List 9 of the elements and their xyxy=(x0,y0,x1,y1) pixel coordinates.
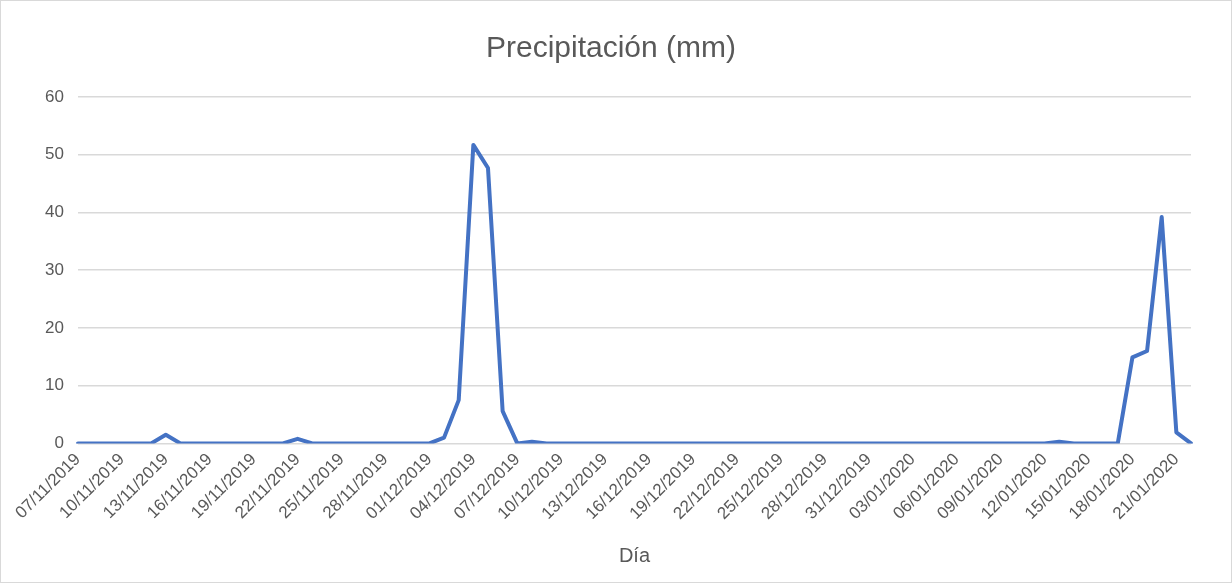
y-tick-label: 60 xyxy=(44,86,64,106)
y-tick-label: 40 xyxy=(44,202,64,222)
y-tick-label: 30 xyxy=(44,259,64,279)
y-tick-label: 50 xyxy=(44,144,64,164)
y-tick-label: 20 xyxy=(44,317,64,337)
x-axis-title: Día xyxy=(618,543,651,566)
chart-title: Precipitación (mm) xyxy=(485,30,737,64)
y-tick-label: 0 xyxy=(54,433,64,453)
y-tick-label: 10 xyxy=(44,375,64,395)
